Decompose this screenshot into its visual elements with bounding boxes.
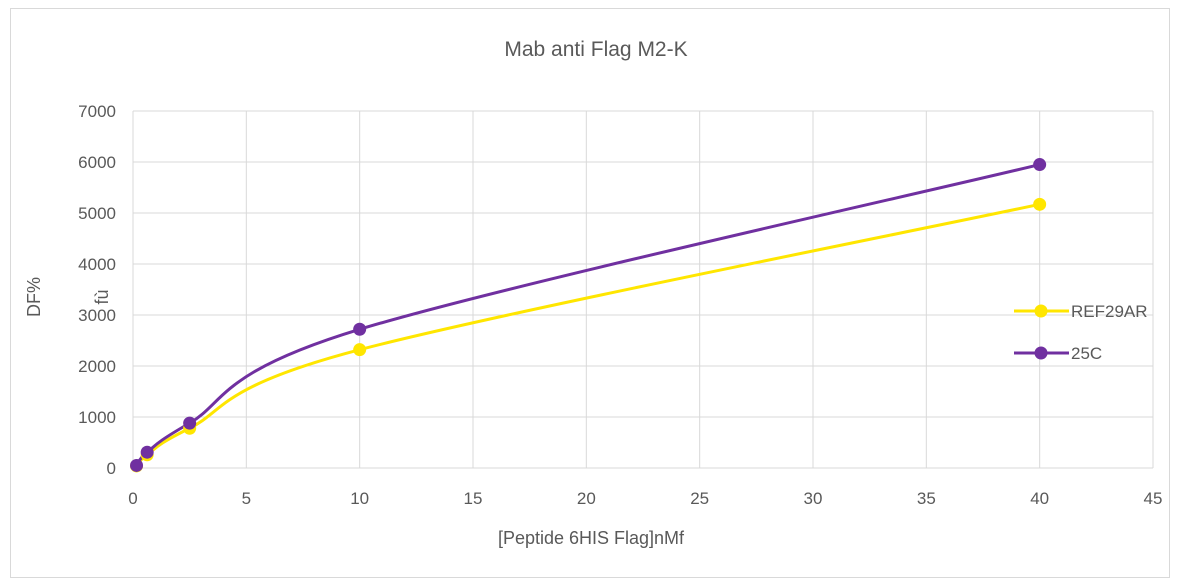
x-tick-label: 5 (242, 489, 251, 508)
data-points (130, 158, 1047, 473)
x-tick-label: 45 (1144, 489, 1163, 508)
y-tick-label: 7000 (78, 102, 116, 121)
y-axis-secondary-title: fù (92, 289, 112, 304)
chart-title: Mab anti Flag M2-K (504, 38, 687, 61)
x-tick-label: 0 (128, 489, 137, 508)
x-tick-label: 30 (804, 489, 823, 508)
y-tick-label: 0 (107, 459, 116, 478)
y-tick-label: 6000 (78, 153, 116, 172)
x-tick-label: 10 (350, 489, 369, 508)
y-tick-labels: 0 1000 2000 3000 4000 5000 6000 7000 (78, 102, 116, 478)
x-tick-label: 40 (1030, 489, 1049, 508)
data-point-REF29AR (353, 343, 367, 357)
x-tick-labels: 0 5 10 15 20 25 30 35 40 45 (128, 489, 1162, 508)
y-axis-title: DF% (24, 277, 44, 317)
x-tick-label: 20 (577, 489, 596, 508)
x-tick-label: 15 (464, 489, 483, 508)
data-point-25C (1033, 158, 1047, 172)
x-axis-title: [Peptide 6HIS Flag]nMf (498, 528, 685, 548)
legend: REF29AR 25C (1014, 302, 1148, 363)
y-tick-label: 3000 (78, 306, 116, 325)
y-tick-label: 4000 (78, 255, 116, 274)
y-tick-label: 1000 (78, 408, 116, 427)
legend-swatch-marker (1034, 346, 1048, 360)
chart-area: Mab anti Flag M2-K 0 1000 2000 3000 4000 5000… (10, 8, 1170, 578)
legend-label: 25C (1071, 344, 1102, 363)
legend-label: REF29AR (1071, 302, 1148, 321)
data-point-REF29AR (1033, 197, 1047, 211)
data-point-25C (353, 322, 367, 336)
data-point-25C (130, 458, 144, 472)
data-point-25C (140, 445, 154, 459)
legend-swatch-marker (1034, 304, 1048, 318)
y-tick-label: 2000 (78, 357, 116, 376)
x-tick-label: 25 (690, 489, 709, 508)
x-tick-label: 35 (917, 489, 936, 508)
y-tick-label: 5000 (78, 204, 116, 223)
data-point-25C (183, 416, 197, 430)
series-line-REF29AR (135, 202, 1042, 468)
gridlines (132, 110, 1154, 469)
line-chart: Mab anti Flag M2-K 0 1000 2000 3000 4000 5000… (24, 38, 1162, 548)
